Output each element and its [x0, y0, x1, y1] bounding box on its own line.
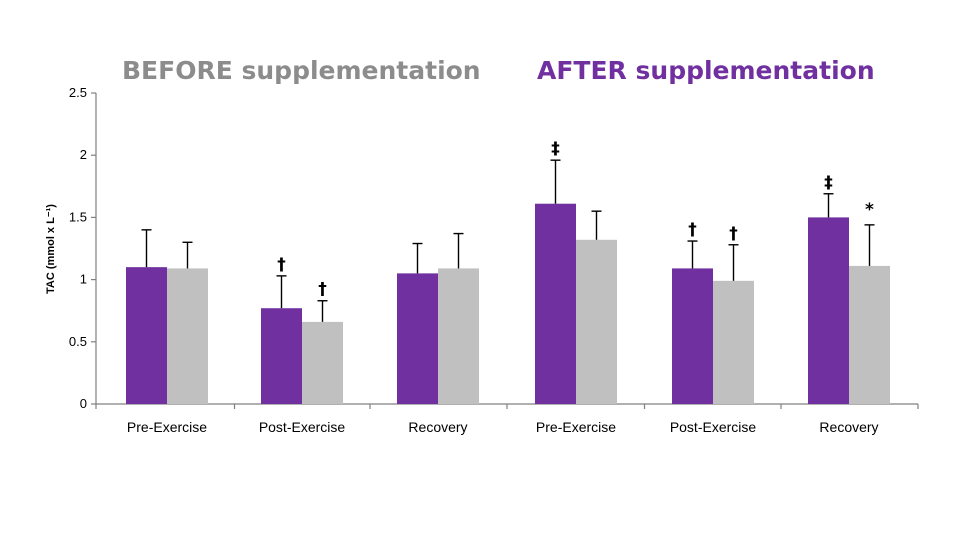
y-tick-label: 2.5 — [69, 85, 87, 100]
significance-marker: * — [865, 200, 874, 220]
title-after-supplementation: AFTER supplementation — [537, 56, 875, 85]
category-label: Recovery — [408, 419, 467, 435]
significance-marker: † — [318, 280, 327, 300]
bar — [535, 203, 576, 404]
bar — [849, 265, 890, 404]
bar — [672, 268, 713, 404]
y-tick-label: 2 — [80, 147, 87, 162]
y-tick-label: 0 — [80, 396, 87, 411]
bar — [438, 268, 479, 404]
category-label: Post-Exercise — [259, 419, 346, 435]
y-tick-label: 0.5 — [69, 334, 87, 349]
bar — [126, 267, 167, 404]
significance-marker: † — [729, 224, 738, 244]
y-tick-label: 1 — [80, 272, 87, 287]
bar — [167, 268, 208, 404]
bar — [397, 273, 438, 404]
category-label: Recovery — [819, 419, 878, 435]
title-before-supplementation: BEFORE supplementation — [122, 56, 481, 85]
category-label: Post-Exercise — [670, 419, 757, 435]
significance-marker: † — [277, 255, 286, 275]
bar — [576, 239, 617, 404]
category-label: Pre-Exercise — [127, 419, 207, 435]
significance-marker: ‡ — [824, 173, 833, 193]
category-label: Pre-Exercise — [536, 419, 616, 435]
y-axis-label: TAC (mmol x L⁻¹) — [45, 204, 57, 294]
bar — [808, 217, 849, 404]
y-tick-label: 1.5 — [69, 209, 87, 224]
bar — [261, 308, 302, 404]
bar — [302, 321, 343, 404]
significance-marker: † — [688, 220, 697, 240]
significance-marker: ‡ — [551, 139, 560, 159]
bar — [713, 280, 754, 404]
